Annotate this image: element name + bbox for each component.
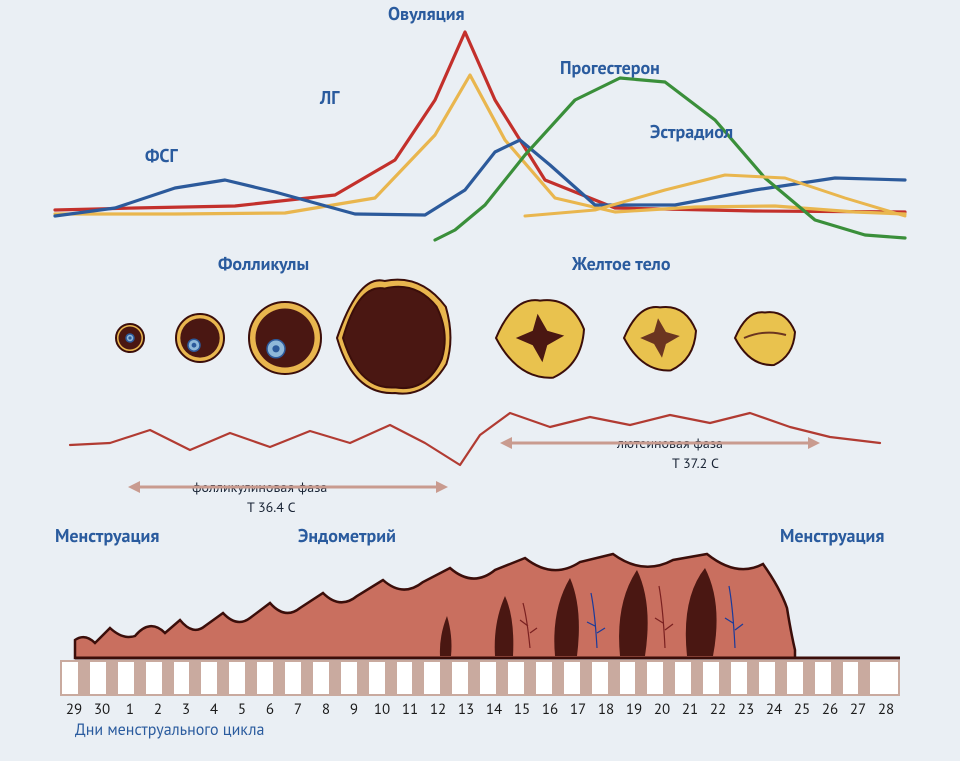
arrow-follicular xyxy=(128,480,448,494)
endometrium-diagram xyxy=(75,548,900,658)
label-mens-left: Менструация xyxy=(55,524,159,547)
temperature-chart xyxy=(70,395,880,475)
label-axis-caption: Дни менструального цикла xyxy=(75,720,264,740)
label-corpus: Желтое тело xyxy=(572,252,671,275)
follicle-row xyxy=(0,278,900,398)
days-bar xyxy=(60,660,900,696)
label-lh: ЛГ xyxy=(320,86,339,109)
label-mens-right: Менструация xyxy=(780,524,884,547)
label-follicular-temp: Т 36.4 С xyxy=(247,498,296,516)
label-fsh: ФСГ xyxy=(145,144,178,167)
label-endometrium: Эндометрий xyxy=(298,524,396,547)
label-estradiol: Эстрадиол xyxy=(650,120,733,143)
arrow-luteal xyxy=(500,436,820,450)
hormone-chart xyxy=(55,20,905,240)
label-progesterone: Прогестерон xyxy=(560,56,660,79)
label-ovulation: Овуляция xyxy=(388,2,465,25)
day-numbers: 2930123456789101112131415161718192021222… xyxy=(60,700,900,719)
label-follicles: Фолликулы xyxy=(218,252,309,275)
